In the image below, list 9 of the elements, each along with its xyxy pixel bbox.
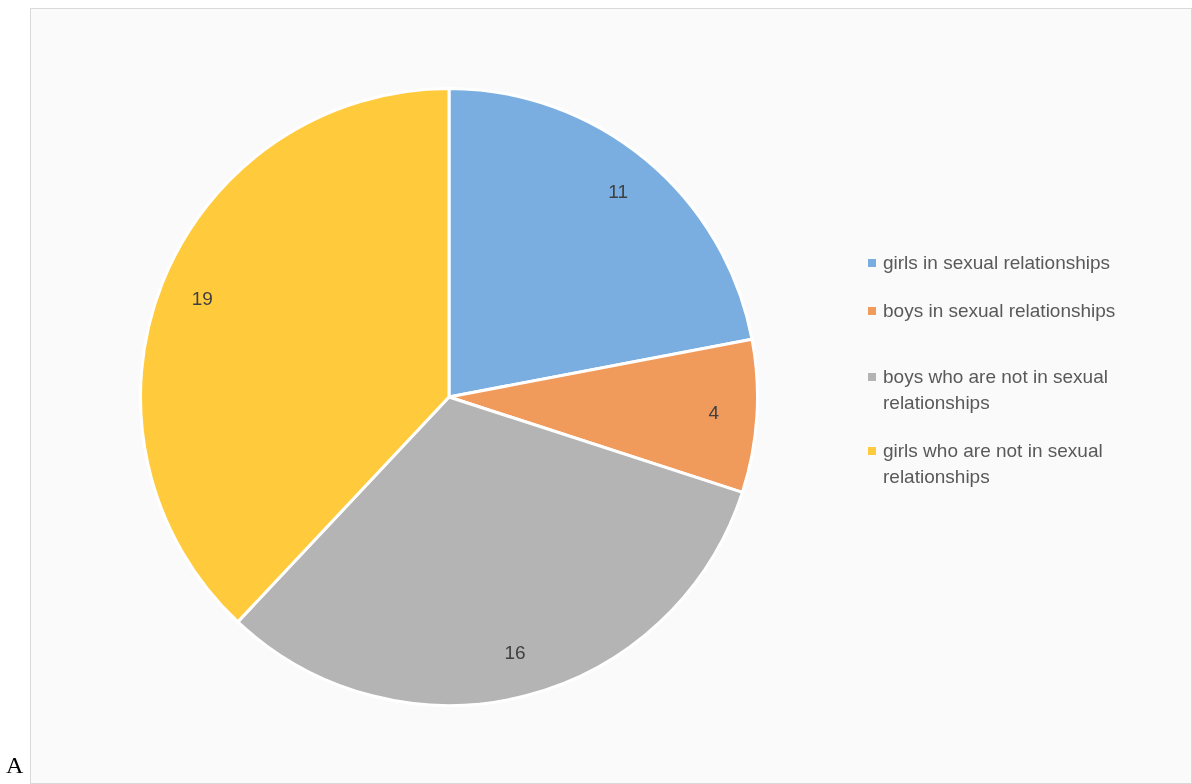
data-label: 4 <box>708 401 720 423</box>
legend-label: girls in sexual relationships <box>883 251 1112 275</box>
data-label: 11 <box>608 180 628 202</box>
legend-label: boys who are not in sexual relationships <box>883 365 1109 415</box>
data-label: 16 <box>504 642 526 664</box>
data-label: 19 <box>191 287 213 309</box>
legend-label: girls who are not in sexual relationships <box>883 439 1104 489</box>
text: A <box>6 752 24 779</box>
legend-label: boys in sexual relationships <box>883 299 1117 323</box>
